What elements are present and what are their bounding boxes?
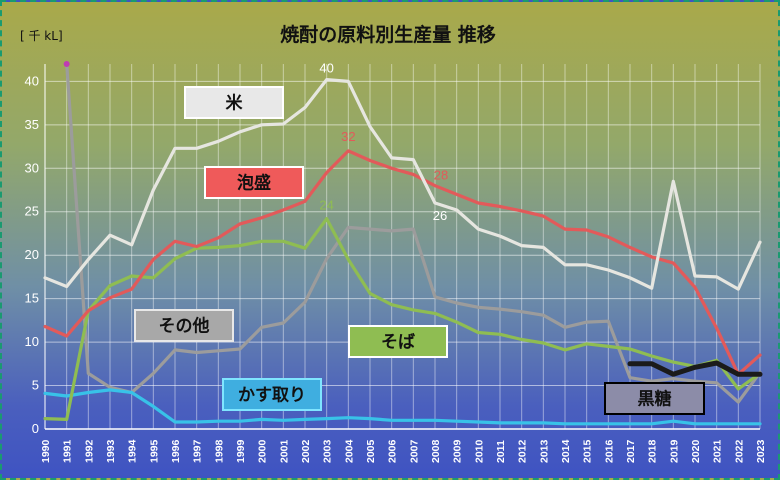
series-lines [43, 62, 763, 426]
y-axis-unit: [ 千 kL] [20, 29, 63, 43]
series-label-box [604, 382, 705, 415]
series-label-黒糖: 黒糖 [604, 382, 705, 415]
x-tick-label: 1997 [192, 439, 204, 463]
x-tick-label: 1995 [148, 439, 160, 463]
series-label-米: 米 [184, 86, 284, 119]
series-label-text: 米 [226, 93, 244, 114]
x-tick-label: 2023 [755, 439, 767, 463]
series-line-そば [43, 217, 762, 421]
y-tick-label: 25 [25, 204, 39, 219]
series-label-box [184, 86, 284, 119]
x-tick-label: 2018 [647, 439, 659, 463]
series-label-かす取り: かす取り [222, 378, 322, 411]
series-line-米 [43, 78, 762, 291]
x-tick-label: 2009 [452, 439, 464, 463]
y-tick-label: 40 [25, 73, 39, 88]
y-tick-label: 35 [25, 117, 39, 132]
x-tick-label: 2004 [343, 439, 355, 463]
series-label-text: 泡盛 [237, 173, 271, 194]
data-annotations: 40 26 32 28 24 [319, 61, 448, 223]
x-tick-label: 2005 [365, 439, 377, 463]
x-tick-label: 2003 [322, 439, 334, 463]
y-tick-label: 30 [25, 160, 39, 175]
series-label-text: かす取り [238, 386, 306, 406]
x-axis-ticks: 1990 1991 1992 1993 1994 1995 1996 1997 1998 1999… [40, 439, 767, 463]
x-tick-label: 1998 [213, 439, 225, 463]
series-line-黒糖 [627, 360, 763, 377]
y-tick-label: 5 [32, 378, 39, 393]
x-tick-label: 1991 [62, 439, 74, 463]
series-label-text: そば [381, 333, 415, 353]
x-tick-label: 1990 [40, 439, 52, 463]
series-line-その他 [65, 62, 762, 404]
series-label-text: 黒糖 [638, 389, 672, 410]
x-tick-label: 2021 [712, 439, 724, 463]
x-tick-label: 2014 [560, 439, 572, 463]
x-tick-label: 2020 [690, 439, 702, 463]
x-tick-label: 2000 [257, 439, 269, 463]
x-tick-label: 2019 [668, 439, 680, 463]
series-label-box [204, 166, 304, 199]
x-tick-label: 2013 [538, 439, 550, 463]
annotation-2008: 26 [433, 208, 447, 223]
x-tick-label: 2011 [495, 440, 507, 463]
series-label-その他: その他 [134, 309, 234, 342]
y-tick-label: 15 [25, 291, 39, 306]
series-start-marker [63, 61, 70, 67]
chart-title: 焼酎の原料別生産量 推移 [280, 23, 496, 46]
x-tick-label: 2006 [387, 439, 399, 463]
series-line-泡盛 [43, 149, 762, 376]
x-tick-label: 1992 [83, 439, 95, 463]
y-tick-label: 0 [32, 421, 39, 436]
series-label-そば: そば [348, 325, 448, 358]
annotation-2008: 28 [434, 168, 448, 183]
series-label-box [134, 309, 234, 342]
x-tick-label: 1993 [105, 439, 117, 463]
series-line-かす取り [43, 388, 762, 426]
y-tick-label: 10 [25, 334, 39, 349]
annotation-2003: 40 [319, 61, 333, 76]
series-label-box [222, 378, 322, 411]
series-label-text: その他 [159, 316, 210, 337]
series-label-泡盛: 泡盛 [204, 166, 304, 199]
series-label-box [348, 325, 448, 358]
x-tick-label: 1994 [127, 439, 139, 463]
annotation-2003: 24 [319, 198, 333, 213]
y-tick-label: 20 [25, 247, 39, 262]
annotation-2004: 32 [341, 129, 355, 144]
x-tick-label: 2022 [733, 439, 745, 463]
x-tick-label: 2016 [603, 439, 615, 463]
x-tick-label: 2008 [430, 439, 442, 463]
x-tick-label: 2010 [473, 439, 485, 463]
x-tick-label: 2017 [625, 439, 637, 463]
x-tick-label: 2001 [278, 439, 290, 463]
x-tick-label: 2007 [408, 439, 420, 463]
y-axis-ticks: 0 5 10 15 20 25 30 35 40 [25, 73, 39, 436]
x-tick-label: 2015 [582, 439, 594, 463]
x-tick-label: 2002 [300, 439, 312, 463]
x-tick-label: 1999 [235, 439, 247, 463]
grid-lines [44, 64, 761, 430]
x-tick-label: 2012 [517, 439, 529, 463]
x-tick-label: 1996 [170, 439, 182, 463]
